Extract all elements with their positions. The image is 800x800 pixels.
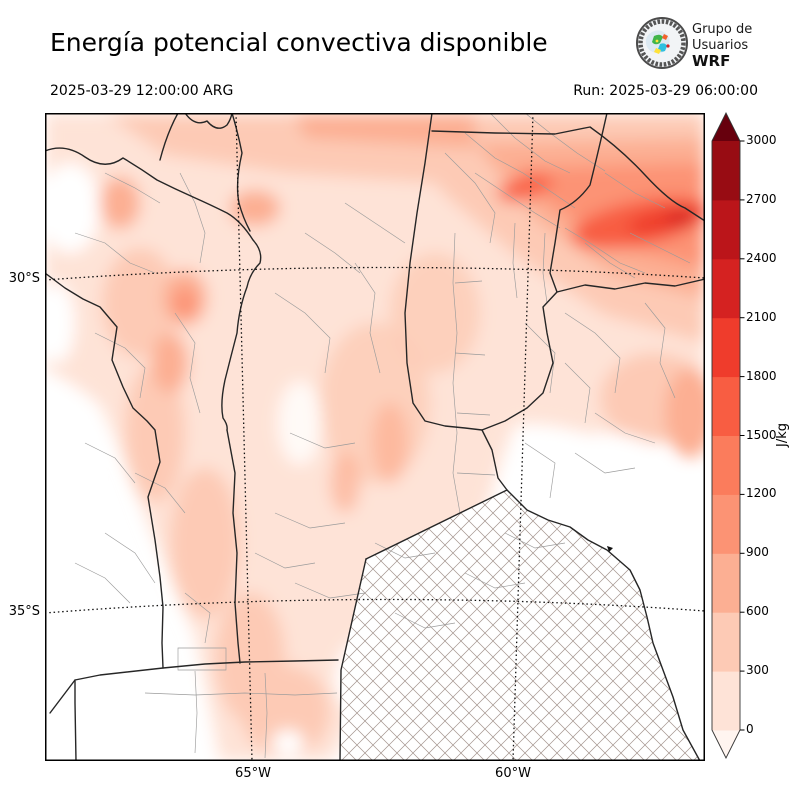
run-time-label: Run: 2025-03-29 06:00:00	[573, 83, 758, 99]
buenos-aires-city-marker	[607, 546, 613, 552]
colorbar-segment-1200-1500	[712, 435, 740, 495]
gridline-60w	[512, 113, 534, 761]
colorbar-tick-label-2100: 2100	[746, 309, 777, 324]
rio-de-la-plata-water	[630, 543, 705, 761]
graticule-gridlines	[45, 113, 705, 761]
department-boundaries	[74, 113, 691, 759]
colorbar-tick-label-3000: 3000	[746, 133, 777, 147]
valid-time-label: 2025-03-29 12:00:00 ARG	[50, 83, 234, 99]
logo-minimap-icon	[645, 30, 670, 54]
wrf-users-group-logo: Grupo de Usuarios WRF	[636, 17, 752, 70]
colorbar-segment-300-600	[712, 612, 740, 672]
colorbar-tick-label-900: 900	[746, 545, 769, 560]
colorbar-tick-label-0: 0	[746, 722, 754, 736]
colorbar-segment-1500-1800	[712, 376, 740, 436]
colorbar-tick-label-600: 600	[746, 604, 769, 619]
colorbar-tick-label-1800: 1800	[746, 368, 777, 383]
lon-tick-label-65W: 65°W	[235, 766, 271, 781]
colorbar-unit-label: J/kg	[775, 423, 790, 447]
map-canvas	[45, 113, 705, 761]
lat-tick-label-35S: 35°S	[8, 604, 40, 619]
colorbar-segment-2700-3000	[712, 141, 740, 201]
colorbar-tick-label-1200: 1200	[746, 486, 777, 501]
province-boundaries	[45, 113, 705, 761]
colorbar-under-arrow	[712, 730, 740, 758]
gridline-65w	[235, 113, 253, 761]
colorbar-segment-2100-2400	[712, 258, 740, 319]
colorbar-segment-0-300	[712, 671, 740, 731]
colorbar-tick-label-1500: 1500	[746, 427, 777, 442]
colorbar-over-arrow	[712, 113, 740, 141]
map-border	[45, 113, 705, 761]
lon-tick-label-60W: 60°W	[495, 766, 531, 781]
logo-text-line2: Usuarios	[692, 38, 748, 53]
colorbar-tick-label-2700: 2700	[746, 191, 777, 206]
colorbar-tick-label-2400: 2400	[746, 250, 777, 265]
colorbar	[711, 111, 745, 760]
lat-tick-label-30S: 30°S	[8, 271, 40, 286]
colorbar-segment-900-1200	[712, 494, 740, 554]
colorbar-segment-600-900	[712, 553, 740, 613]
logo-text-wrf: WRF	[692, 52, 730, 70]
colorbar-tick-label-300: 300	[746, 663, 769, 678]
logo-text-line1: Grupo de	[692, 22, 752, 37]
page-title: Energía potencial convectiva disponible	[50, 28, 548, 57]
colorbar-segment-1800-2100	[712, 317, 740, 378]
colorbar-segment-2400-2700	[712, 199, 740, 260]
